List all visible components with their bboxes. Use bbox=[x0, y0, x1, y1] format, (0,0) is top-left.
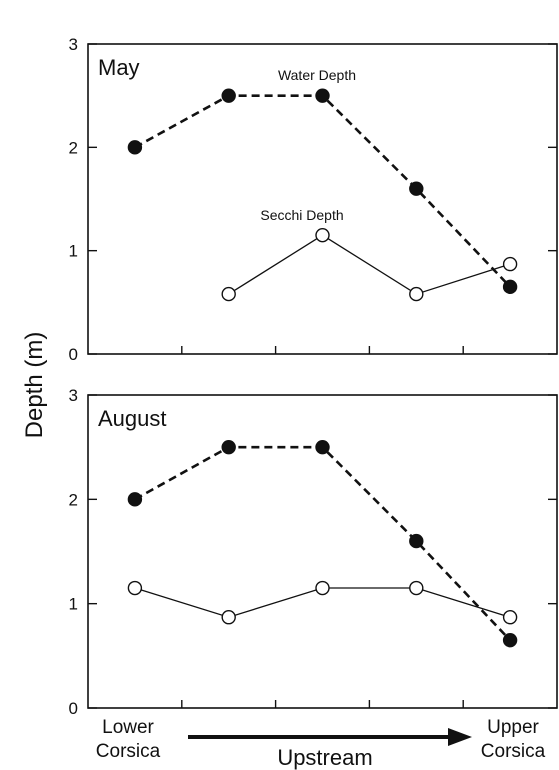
y-tick-label: 2 bbox=[69, 138, 78, 157]
water-depth-line bbox=[134, 94, 512, 288]
upstream-label: Upstream bbox=[277, 745, 372, 770]
y-tick-label: 0 bbox=[69, 345, 78, 364]
upstream-arrow-head bbox=[448, 728, 472, 746]
y-tick-label: 3 bbox=[69, 35, 78, 54]
plot-frame bbox=[87, 394, 558, 709]
series-group bbox=[127, 439, 518, 648]
water-depth-point bbox=[502, 632, 518, 648]
water-depth-line bbox=[134, 445, 512, 642]
plot-frame bbox=[87, 43, 558, 355]
secchi-depth-point bbox=[502, 256, 518, 272]
water-depth-point bbox=[127, 140, 143, 155]
secchi-depth-line bbox=[228, 234, 511, 295]
water-depth-point bbox=[221, 439, 236, 455]
annotation-water-depth: Water Depth bbox=[278, 67, 356, 83]
secchi-depth-point bbox=[221, 286, 236, 302]
secchi-depth-point bbox=[127, 580, 143, 596]
water-depth-point bbox=[502, 279, 518, 295]
x-axis bbox=[181, 700, 464, 708]
water-depth-point bbox=[127, 492, 143, 507]
water-depth-point bbox=[409, 181, 424, 196]
water-depth-point bbox=[221, 88, 236, 103]
water-depth-point bbox=[315, 439, 330, 455]
y-tick-label: 1 bbox=[69, 595, 78, 614]
secchi-depth-point bbox=[315, 227, 330, 243]
panel-may: 0 1 2 3 May Water Depth Secchi Depth bbox=[69, 35, 558, 364]
secchi-depth-point bbox=[315, 580, 330, 596]
y-tick-label: 1 bbox=[69, 242, 78, 261]
y-axis: 0 1 2 3 bbox=[69, 35, 557, 364]
water-depth-point bbox=[409, 533, 424, 549]
y-axis: 0 1 2 3 bbox=[69, 386, 557, 718]
y-axis-label: Depth (m) bbox=[21, 332, 48, 439]
panel-title: May bbox=[98, 55, 140, 80]
y-tick-label: 3 bbox=[69, 386, 78, 405]
annotation-secchi-depth: Secchi Depth bbox=[260, 207, 343, 223]
x-left-label-line2: Corsica bbox=[96, 741, 161, 762]
x-axis bbox=[181, 346, 464, 354]
x-right-label-line2: Corsica bbox=[481, 741, 546, 762]
series-group bbox=[127, 88, 518, 302]
panel-title: August bbox=[98, 406, 167, 431]
y-tick-label: 0 bbox=[69, 699, 78, 718]
secchi-depth-point bbox=[409, 580, 424, 596]
x-right-label-line1: Upper bbox=[487, 717, 539, 738]
x-left-label-line1: Lower bbox=[102, 717, 154, 738]
y-tick-label: 2 bbox=[69, 490, 78, 509]
water-depth-point bbox=[315, 88, 330, 103]
secchi-depth-point bbox=[221, 610, 236, 625]
secchi-depth-point bbox=[502, 610, 518, 625]
secchi-depth-point bbox=[409, 286, 424, 302]
panel-august: 0 1 2 3 August bbox=[69, 386, 558, 718]
